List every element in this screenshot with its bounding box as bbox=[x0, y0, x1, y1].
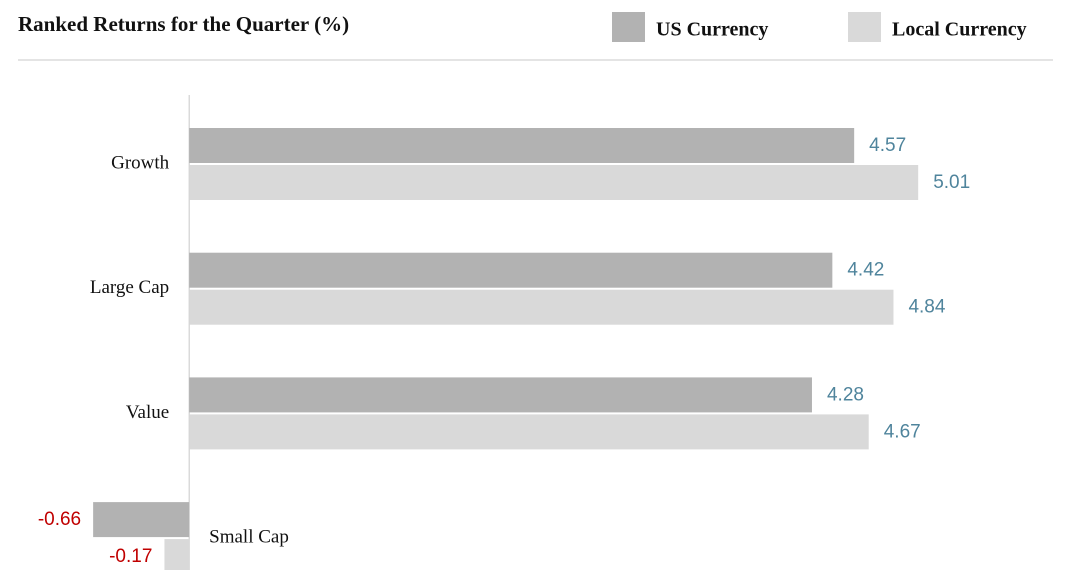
bar bbox=[93, 502, 190, 538]
legend-label: Local Currency bbox=[892, 19, 1027, 41]
legend-swatch bbox=[612, 12, 645, 42]
value-label: -0.17 bbox=[109, 546, 152, 567]
bar bbox=[189, 165, 919, 200]
value-label: 5.01 bbox=[933, 172, 970, 193]
value-label: 4.67 bbox=[884, 421, 921, 442]
legend-label: US Currency bbox=[656, 19, 768, 41]
legend-swatch bbox=[848, 12, 881, 42]
value-label: 4.84 bbox=[908, 297, 945, 318]
bar bbox=[189, 414, 869, 450]
category-label: Small Cap bbox=[209, 526, 289, 547]
category-label: Growth bbox=[111, 152, 170, 173]
bar bbox=[189, 289, 894, 325]
chart-title: Ranked Returns for the Quarter (%) bbox=[18, 12, 349, 36]
value-label: 4.42 bbox=[847, 260, 884, 281]
value-label: 4.57 bbox=[869, 135, 906, 156]
value-label: -0.66 bbox=[38, 509, 81, 530]
category-label: Value bbox=[126, 402, 169, 423]
value-label: 4.28 bbox=[827, 384, 864, 405]
bar bbox=[189, 377, 812, 413]
bar bbox=[189, 252, 833, 288]
bar bbox=[189, 128, 855, 163]
bar bbox=[164, 539, 190, 570]
category-label: Large Cap bbox=[90, 277, 169, 298]
